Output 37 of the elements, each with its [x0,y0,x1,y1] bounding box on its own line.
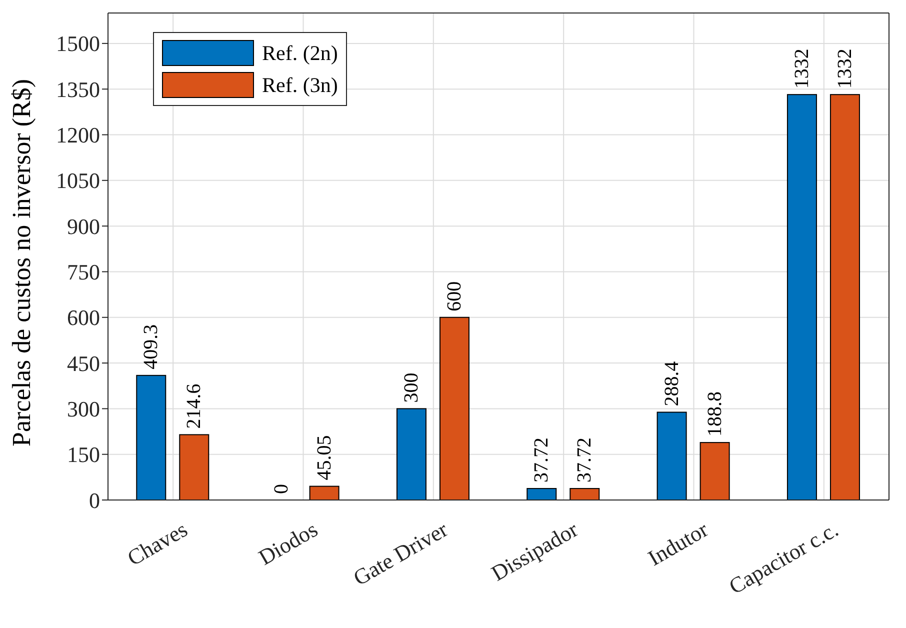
y-tick-label: 150 [67,442,100,468]
y-tick-label: 1500 [56,31,100,56]
y-tick-label: 900 [67,214,100,239]
y-tick-label: 1200 [56,122,100,148]
bar [396,408,426,500]
bar [526,488,557,500]
bar [439,316,470,500]
data-label: 37.72 [530,438,553,483]
data-label: 214.6 [183,384,206,429]
bar [179,434,210,500]
legend-label: Ref. (2n) [262,40,338,66]
data-label: 188.8 [704,392,726,437]
bar [136,374,166,500]
y-axis-title: Parcelas de custos no inversor (R$) [7,78,36,446]
y-tick-label: 1050 [56,168,100,194]
bar [700,442,730,500]
y-tick-label: 0 [89,488,100,513]
bar [309,486,340,500]
data-label: 1332 [834,48,856,89]
data-label: 600 [443,281,466,312]
y-tick-label: 600 [67,305,100,330]
bar [570,488,600,500]
y-tick-label: 450 [67,350,100,376]
data-label: 288.4 [660,361,683,406]
data-label: 1332 [790,48,813,89]
data-label: 409.3 [140,324,162,370]
data-label: 300 [400,372,422,403]
data-label: 45.05 [313,435,336,480]
y-tick-label: 750 [67,260,100,285]
data-label: 0 [270,484,292,494]
bar [786,94,817,500]
bar [830,94,860,500]
bar [656,412,687,500]
legend-label: Ref. (3n) [262,72,338,98]
y-tick-label: 300 [67,396,100,422]
data-label: 37.72 [574,438,596,483]
y-tick-label: 1350 [56,76,100,102]
